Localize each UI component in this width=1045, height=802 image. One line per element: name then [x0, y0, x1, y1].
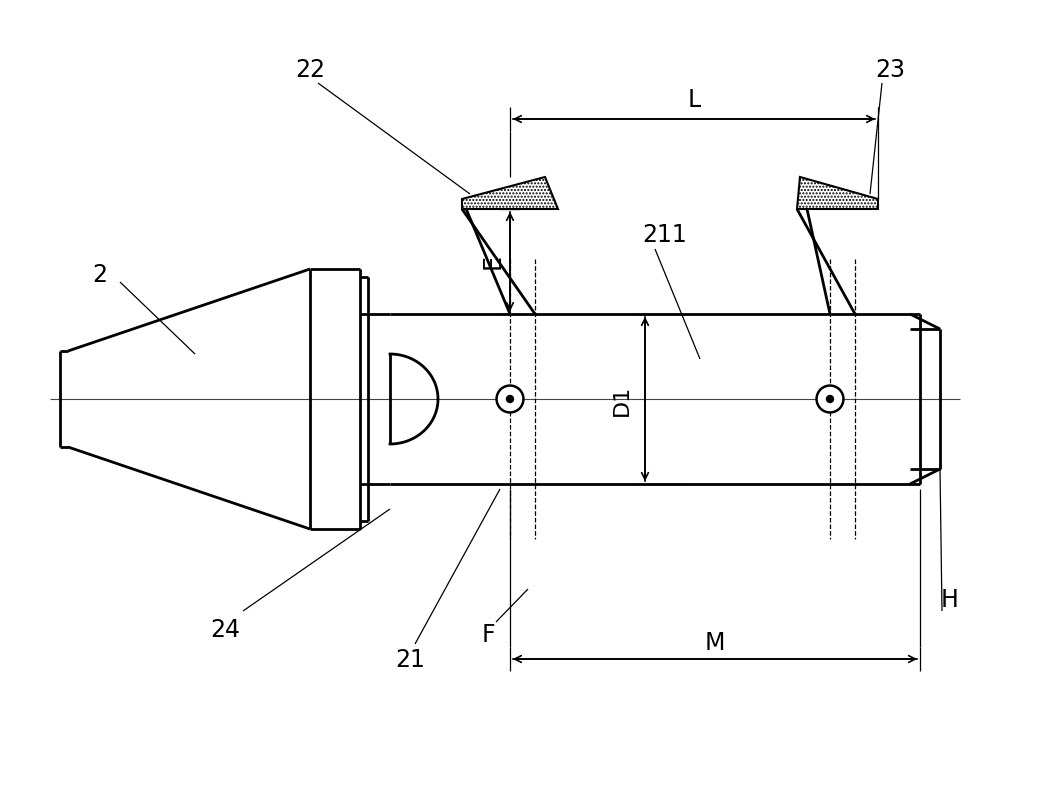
Circle shape: [498, 388, 521, 411]
Text: 24: 24: [210, 618, 240, 642]
Text: E: E: [481, 254, 505, 269]
Text: M: M: [704, 630, 725, 654]
Text: 211: 211: [643, 223, 688, 247]
Circle shape: [818, 388, 841, 411]
Text: L: L: [688, 88, 700, 111]
Text: 23: 23: [875, 58, 905, 82]
Text: H: H: [942, 587, 959, 611]
Text: F: F: [481, 622, 495, 646]
Circle shape: [507, 396, 513, 403]
Text: 21: 21: [395, 647, 425, 671]
Polygon shape: [462, 178, 558, 210]
Polygon shape: [797, 178, 878, 210]
Text: 2: 2: [93, 263, 108, 286]
Circle shape: [816, 386, 844, 414]
Text: 22: 22: [295, 58, 325, 82]
Circle shape: [827, 396, 834, 403]
Text: D1: D1: [612, 384, 632, 415]
Circle shape: [496, 386, 524, 414]
